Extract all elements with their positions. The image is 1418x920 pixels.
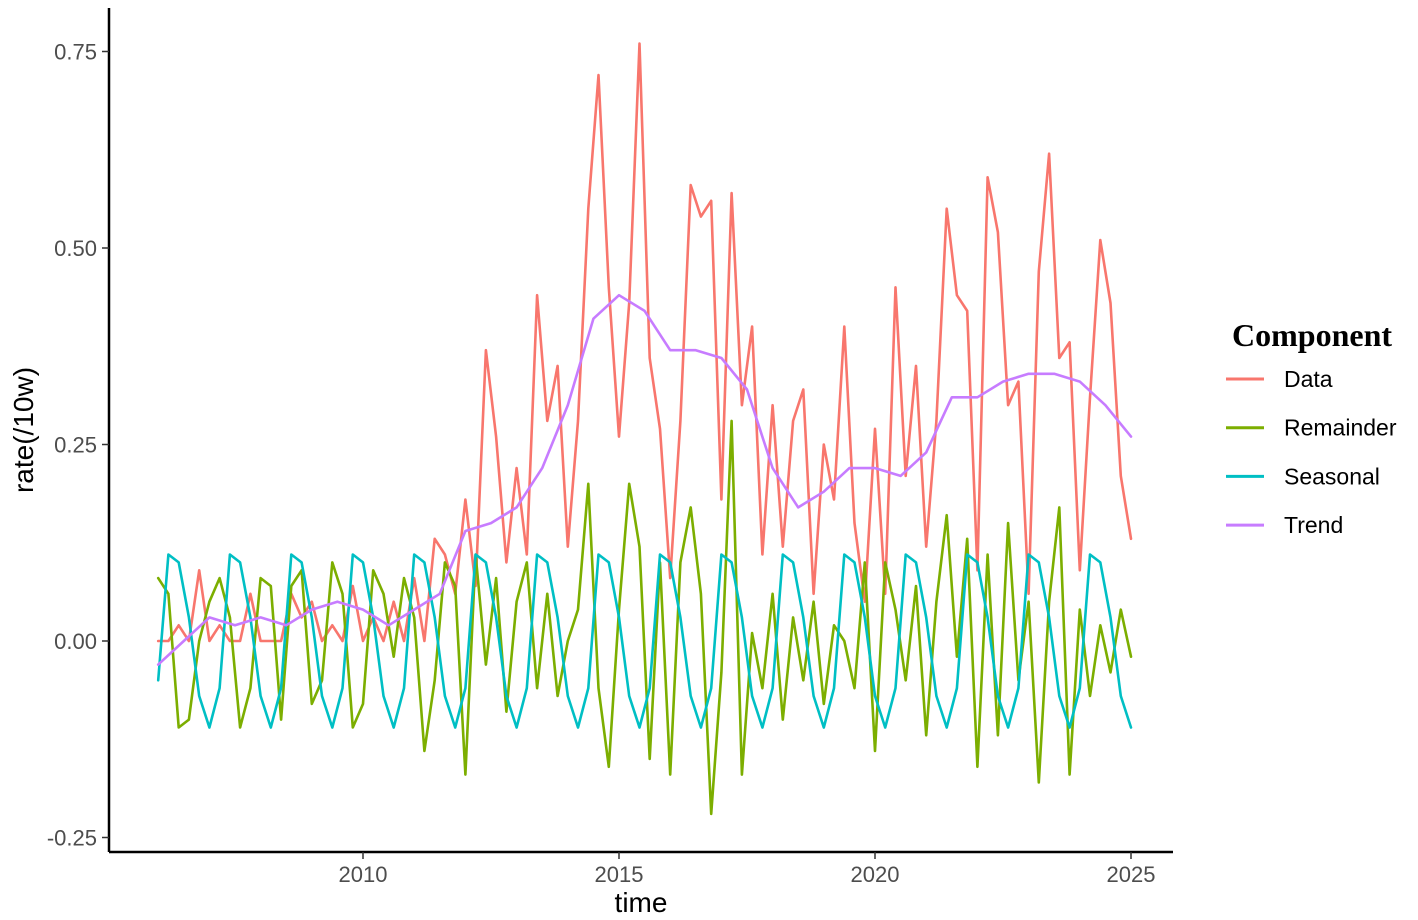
- legend: Component Data Remainder Seasonal Trend: [1226, 317, 1397, 538]
- y-tick-label: 0.25: [54, 433, 97, 458]
- x-ticks: 2010 2015 2020 2025: [339, 852, 1156, 887]
- legend-title: Component: [1232, 317, 1392, 353]
- legend-items: Data Remainder Seasonal Trend: [1226, 366, 1397, 538]
- legend-item-seasonal: Seasonal: [1226, 463, 1380, 489]
- series-line-data: [156, 42, 1133, 643]
- legend-item-trend: Trend: [1226, 512, 1343, 538]
- legend-label-data: Data: [1284, 366, 1333, 392]
- x-tick-label: 2020: [851, 862, 900, 887]
- series-line-seasonal: [156, 553, 1133, 729]
- x-tick-label: 2025: [1107, 862, 1156, 887]
- y-axis-title: rate(/10w): [8, 367, 39, 493]
- y-tick-label: -0.25: [47, 826, 97, 851]
- legend-item-remainder: Remainder: [1226, 415, 1397, 441]
- series-layer: [156, 42, 1133, 816]
- legend-label-seasonal: Seasonal: [1284, 463, 1380, 489]
- legend-label-remainder: Remainder: [1284, 415, 1397, 441]
- y-tick-label: 0.00: [54, 629, 97, 654]
- x-axis-title: time: [615, 887, 668, 918]
- x-tick-label: 2010: [339, 862, 388, 887]
- plot-area: 2010 2015 2020 2025 -0.25 0.00 0.25 0.50 0.75: [47, 8, 1173, 887]
- legend-item-data: Data: [1226, 366, 1333, 392]
- series-line-remainder: [156, 419, 1133, 816]
- y-ticks: -0.25 0.00 0.25 0.50 0.75: [47, 40, 109, 851]
- series-line-trend: [156, 293, 1133, 666]
- y-tick-label: 0.50: [54, 236, 97, 261]
- x-tick-label: 2015: [595, 862, 644, 887]
- y-tick-label: 0.75: [54, 40, 97, 65]
- legend-label-trend: Trend: [1284, 512, 1343, 538]
